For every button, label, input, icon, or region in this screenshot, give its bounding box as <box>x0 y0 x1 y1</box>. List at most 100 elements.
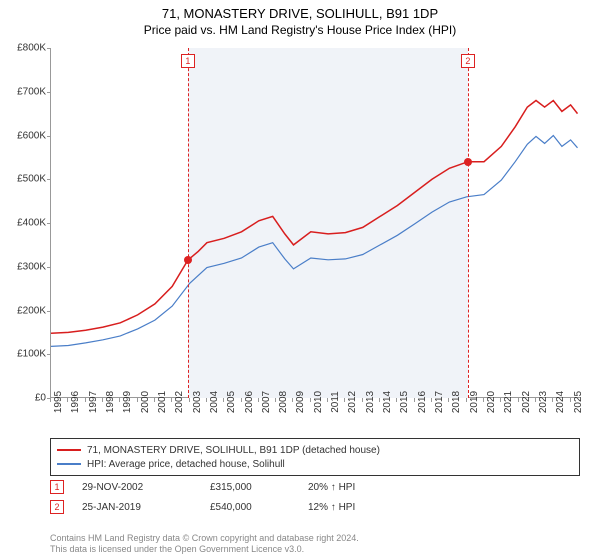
plot-region: 12 <box>50 48 580 398</box>
x-tick-label: 2010 <box>313 391 324 413</box>
x-tick-label: 2025 <box>573 391 584 413</box>
sale-price: £540,000 <box>210 502 290 513</box>
sale-price: £315,000 <box>210 482 290 493</box>
x-tick-mark <box>50 398 51 402</box>
y-tick-label: £400K <box>17 218 46 229</box>
sale-vline <box>188 48 189 398</box>
x-tick-mark <box>466 398 467 402</box>
y-tick-label: £100K <box>17 349 46 360</box>
x-tick-mark <box>414 398 415 402</box>
x-tick-label: 1999 <box>122 391 133 413</box>
x-tick-mark <box>344 398 345 402</box>
x-tick-mark <box>292 398 293 402</box>
sale-marker-box: 1 <box>181 54 195 68</box>
y-tick-label: £800K <box>17 43 46 54</box>
x-tick-label: 2017 <box>434 391 445 413</box>
x-tick-label: 2006 <box>244 391 255 413</box>
x-tick-mark <box>500 398 501 402</box>
x-tick-label: 2005 <box>226 391 237 413</box>
x-tick-mark <box>275 398 276 402</box>
x-tick-mark <box>206 398 207 402</box>
x-tick-mark <box>67 398 68 402</box>
legend-label: HPI: Average price, detached house, Soli… <box>87 459 285 470</box>
x-tick-label: 2002 <box>174 391 185 413</box>
footer-attribution: Contains HM Land Registry data © Crown c… <box>50 533 580 556</box>
x-tick-label: 2020 <box>486 391 497 413</box>
sale-row-marker: 2 <box>50 500 64 514</box>
x-tick-mark <box>518 398 519 402</box>
x-tick-label: 2022 <box>521 391 532 413</box>
x-tick-label: 2013 <box>365 391 376 413</box>
x-tick-label: 1995 <box>53 391 64 413</box>
x-tick-label: 2012 <box>347 391 358 413</box>
x-tick-mark <box>310 398 311 402</box>
x-tick-label: 2011 <box>330 391 341 413</box>
sale-date: 29-NOV-2002 <box>82 482 192 493</box>
sale-vline <box>468 48 469 398</box>
legend-swatch <box>57 463 81 465</box>
y-tick-mark <box>47 92 51 93</box>
x-tick-label: 2016 <box>417 391 428 413</box>
x-tick-mark <box>448 398 449 402</box>
x-tick-label: 2019 <box>469 391 480 413</box>
x-tick-mark <box>102 398 103 402</box>
y-tick-mark <box>47 136 51 137</box>
x-tick-mark <box>327 398 328 402</box>
x-tick-mark <box>535 398 536 402</box>
y-tick-mark <box>47 311 51 312</box>
footer-line1: Contains HM Land Registry data © Crown c… <box>50 533 580 545</box>
legend-box: 71, MONASTERY DRIVE, SOLIHULL, B91 1DP (… <box>50 438 580 476</box>
x-tick-label: 2024 <box>555 391 566 413</box>
footer-line2: This data is licensed under the Open Gov… <box>50 544 580 556</box>
x-tick-mark <box>119 398 120 402</box>
x-tick-mark <box>570 398 571 402</box>
x-tick-label: 2021 <box>503 391 514 413</box>
y-tick-mark <box>47 179 51 180</box>
line-series-svg <box>51 48 581 398</box>
x-tick-mark <box>552 398 553 402</box>
series-hpi <box>51 136 578 347</box>
x-tick-label: 2008 <box>278 391 289 413</box>
y-tick-mark <box>47 223 51 224</box>
x-tick-label: 2000 <box>140 391 151 413</box>
legend-row: HPI: Average price, detached house, Soli… <box>57 457 573 471</box>
y-tick-mark <box>47 267 51 268</box>
x-tick-mark <box>241 398 242 402</box>
y-tick-label: £200K <box>17 305 46 316</box>
x-tick-mark <box>258 398 259 402</box>
legend-label: 71, MONASTERY DRIVE, SOLIHULL, B91 1DP (… <box>87 445 380 456</box>
title-subtitle: Price paid vs. HM Land Registry's House … <box>0 23 600 37</box>
x-tick-mark <box>431 398 432 402</box>
x-tick-label: 1998 <box>105 391 116 413</box>
chart-area: 12 £0£100K£200K£300K£400K£500K£600K£700K… <box>50 48 580 398</box>
x-tick-label: 2007 <box>261 391 272 413</box>
x-tick-label: 2003 <box>192 391 203 413</box>
x-tick-mark <box>154 398 155 402</box>
x-tick-mark <box>223 398 224 402</box>
y-tick-label: £500K <box>17 174 46 185</box>
x-tick-label: 2004 <box>209 391 220 413</box>
x-tick-label: 2014 <box>382 391 393 413</box>
y-tick-mark <box>47 354 51 355</box>
x-tick-mark <box>379 398 380 402</box>
sale-row: 129-NOV-2002£315,00020% ↑ HPI <box>50 480 580 494</box>
sale-point <box>184 256 192 264</box>
sale-point <box>464 158 472 166</box>
x-tick-label: 2023 <box>538 391 549 413</box>
x-tick-label: 2009 <box>295 391 306 413</box>
x-tick-label: 2015 <box>399 391 410 413</box>
sale-marker-box: 2 <box>461 54 475 68</box>
legend-swatch <box>57 449 81 451</box>
sale-row: 2 25-JAN-2019 £540,000 12% ↑ HPI <box>50 500 580 514</box>
x-tick-label: 1997 <box>88 391 99 413</box>
x-tick-mark <box>137 398 138 402</box>
y-tick-label: £600K <box>17 130 46 141</box>
legend-row: 71, MONASTERY DRIVE, SOLIHULL, B91 1DP (… <box>57 443 573 457</box>
x-tick-mark <box>171 398 172 402</box>
y-tick-mark <box>47 48 51 49</box>
x-tick-mark <box>189 398 190 402</box>
sale-hpi: 12% ↑ HPI <box>308 502 355 513</box>
x-tick-label: 2001 <box>157 391 168 413</box>
y-tick-label: £0 <box>35 393 46 404</box>
sale-date: 25-JAN-2019 <box>82 502 192 513</box>
